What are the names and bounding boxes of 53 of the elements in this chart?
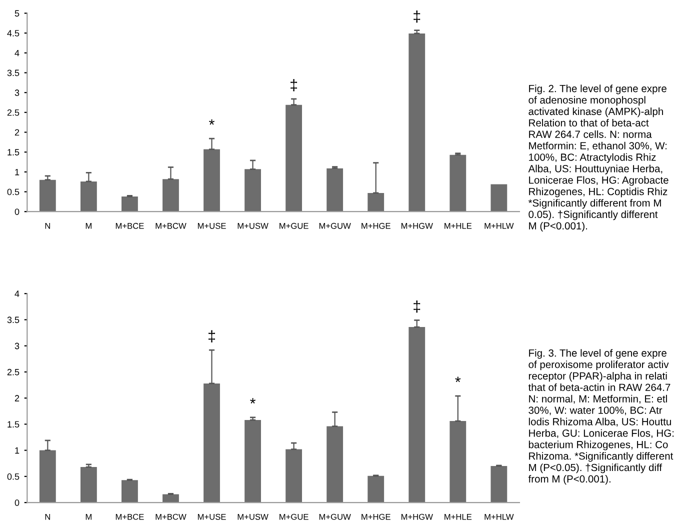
x-tick-label: M+BCE bbox=[116, 222, 144, 229]
annotation: ‡ bbox=[208, 330, 215, 342]
y-tick-label: 2.5 bbox=[7, 109, 20, 116]
x-tick-label: N bbox=[45, 223, 50, 229]
y-tick-label: 1.5 bbox=[8, 421, 20, 428]
y-tick-label: 3 bbox=[14, 342, 20, 350]
y-tick-label: 4 bbox=[14, 290, 20, 297]
y-tick-label: 0 bbox=[14, 500, 20, 506]
annotation: ‡ bbox=[290, 79, 298, 92]
x-tick-label: M bbox=[86, 514, 92, 520]
text: Fig. 2. The level of gene expre of adenosine monophospl activated kinase (AMPK)-alph Relation to that of beta-act RAW 264.7 cells. N: norma Metformin: E, ethanol 30%, W: 100%, BC: Atractylodis Rhiz Alba, US: Houttuyniae Herba, Lonicerae Flos, HG: Agrobacte Rhizogenes, HL: Coptidis Rhiz *Significantly different from M 0.05). †Significantly different M (P<0.001). bbox=[528, 84, 668, 232]
y-tick-label: 1 bbox=[15, 447, 20, 454]
text: Fig. 3. The level of gene expre of peroxisome proliferator activ receptor (PPAR)-alpha in relati that of beta-actin in RAW 264.7 N: normal, M: Metformin, E: etl 30%, W: water 100%, BC: Atr lodis Rhizoma Alba, US: Houttu Herba, GU: Lonicerae Flos, HG: bacterium Rhizogenes, HL: Co Rhizoma. *Significantly different M (P<0.05). †Significantly diff from M (P<0.001). bbox=[528, 349, 674, 485]
y-tick-label: 1 bbox=[15, 168, 20, 176]
x-tick-label: M+HGW bbox=[401, 514, 433, 520]
x-tick-label: M+GUE bbox=[280, 222, 308, 229]
y-tick-label: 2.5 bbox=[7, 368, 20, 376]
y-tick-label: 2 bbox=[14, 129, 20, 136]
annotation: * bbox=[209, 119, 214, 125]
x-tick-label: M+USE bbox=[198, 222, 226, 229]
x-tick-label: M+HGW bbox=[401, 222, 433, 229]
x-tick-label: M+HGE bbox=[362, 514, 390, 520]
y-tick-label: 3.5 bbox=[7, 316, 20, 324]
x-tick-label: M+HGE bbox=[362, 222, 390, 229]
x-tick-label: M+BCE bbox=[116, 514, 144, 520]
x-tick-label: M+BCW bbox=[156, 222, 186, 229]
y-tick-label: 3 bbox=[14, 90, 20, 96]
annotation: ‡ bbox=[414, 300, 420, 313]
x-tick-label: M+HLE bbox=[444, 223, 472, 229]
x-tick-label: M+HLW bbox=[484, 223, 514, 229]
y-tick-label: 2 bbox=[14, 395, 20, 402]
y-tick-label: 0 bbox=[14, 208, 20, 215]
x-tick-label: M+HLW bbox=[484, 514, 514, 520]
x-tick-label: M+GUW bbox=[319, 222, 351, 229]
annotation: * bbox=[455, 376, 461, 382]
y-tick-label: 1.5 bbox=[8, 149, 20, 156]
x-tick-label: M+USW bbox=[238, 514, 268, 520]
x-tick-label: M+USW bbox=[238, 222, 268, 229]
y-tick-label: 0.5 bbox=[7, 188, 20, 196]
x-tick-label: M+USE bbox=[198, 514, 226, 520]
y-tick-label: 5 bbox=[14, 10, 20, 17]
x-tick-label: M+GUE bbox=[280, 514, 308, 520]
y-tick-label: 3.5 bbox=[7, 70, 20, 76]
x-tick-label: M bbox=[86, 223, 92, 229]
annotation: * bbox=[250, 398, 256, 404]
y-tick-label: 0.5 bbox=[7, 473, 20, 480]
x-tick-label: M+HLE bbox=[444, 514, 472, 520]
x-tick-label: M+GUW bbox=[319, 514, 351, 520]
x-tick-label: N bbox=[45, 514, 50, 520]
x-tick-label: M+BCW bbox=[156, 514, 186, 520]
annotation: ‡ bbox=[414, 10, 420, 23]
y-tick-label: 4.5 bbox=[7, 30, 20, 36]
y-tick-label: 4 bbox=[14, 50, 20, 56]
